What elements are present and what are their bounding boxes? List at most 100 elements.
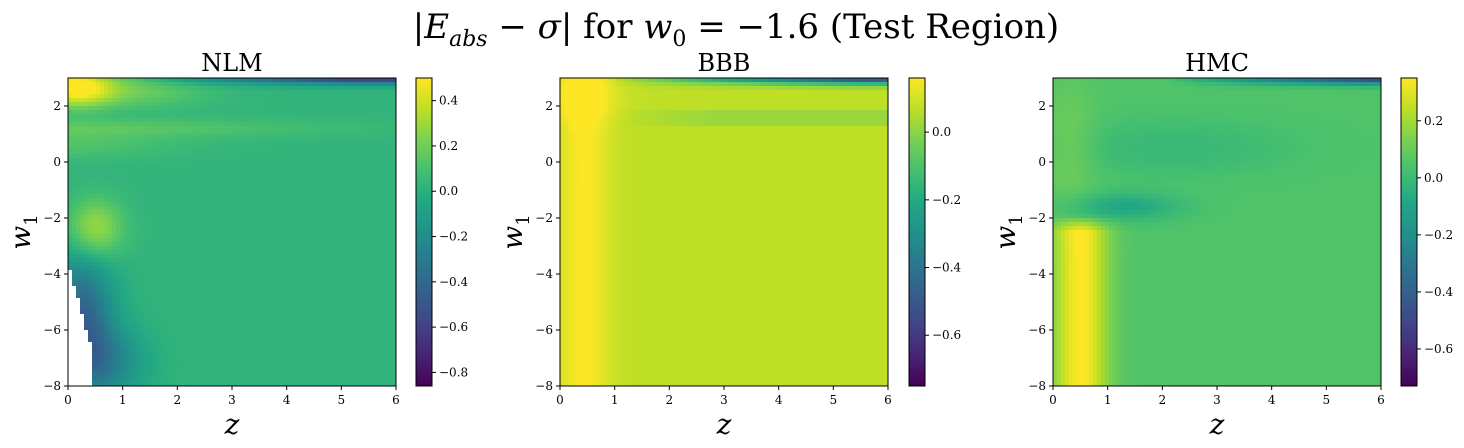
heatmap-cell bbox=[192, 110, 197, 115]
heatmap-cell bbox=[260, 222, 265, 227]
heatmap-cell bbox=[336, 262, 341, 267]
heatmap-cell bbox=[300, 110, 305, 115]
heatmap-cell bbox=[372, 218, 377, 223]
heatmap-cell bbox=[104, 110, 109, 115]
heatmap-cell bbox=[348, 206, 353, 211]
heatmap-cell bbox=[208, 166, 213, 171]
heatmap-cell bbox=[220, 218, 225, 223]
heatmap-cell bbox=[112, 222, 117, 227]
heatmap-cell bbox=[172, 166, 177, 171]
heatmap-cell bbox=[216, 94, 221, 99]
heatmap-cell bbox=[372, 210, 377, 215]
heatmap-cell bbox=[388, 146, 393, 151]
heatmap-cell bbox=[116, 90, 121, 95]
heatmap-cell bbox=[84, 186, 89, 191]
heatmap-cell bbox=[272, 114, 277, 119]
heatmap-cell bbox=[136, 110, 141, 115]
heatmap-cell bbox=[372, 290, 377, 295]
heatmap-cell bbox=[296, 118, 301, 123]
heatmap-cell bbox=[192, 102, 197, 107]
heatmap-cell bbox=[280, 90, 285, 95]
heatmap-cell bbox=[380, 274, 385, 279]
heatmap-cell bbox=[184, 162, 189, 167]
heatmap-cell bbox=[268, 114, 273, 119]
heatmap-cell bbox=[156, 194, 161, 199]
heatmap-cell bbox=[116, 238, 121, 243]
heatmap-cell bbox=[196, 118, 201, 123]
heatmap-cell bbox=[296, 194, 301, 199]
heatmap-cell bbox=[84, 134, 89, 139]
heatmap-cell bbox=[224, 318, 229, 323]
heatmap-cell bbox=[88, 134, 93, 139]
heatmap-cell bbox=[288, 294, 293, 299]
heatmap-cell bbox=[236, 206, 241, 211]
heatmap-cell bbox=[312, 278, 317, 283]
heatmap-cell bbox=[212, 238, 217, 243]
heatmap-cell bbox=[96, 242, 101, 247]
heatmap-cell bbox=[332, 234, 337, 239]
heatmap-cell bbox=[384, 182, 389, 187]
heatmap-cell bbox=[384, 90, 389, 95]
heatmap-cell bbox=[356, 214, 361, 219]
heatmap-cell bbox=[204, 222, 209, 227]
heatmap-cell bbox=[104, 258, 109, 263]
heatmap-cell bbox=[96, 174, 101, 179]
heatmap-cell bbox=[236, 222, 241, 227]
heatmap-cell bbox=[68, 190, 73, 195]
heatmap-cell bbox=[84, 254, 89, 259]
heatmap-cell bbox=[316, 302, 321, 307]
heatmap-cell bbox=[348, 118, 353, 123]
heatmap-cell bbox=[72, 86, 77, 91]
heatmap-cell bbox=[208, 138, 213, 143]
heatmap-cell bbox=[344, 290, 349, 295]
heatmap-cell bbox=[84, 138, 89, 143]
heatmap-cell bbox=[172, 306, 177, 311]
heatmap-cell bbox=[224, 234, 229, 239]
heatmap-cell bbox=[116, 210, 121, 215]
heatmap-cell bbox=[356, 254, 361, 259]
heatmap-cell bbox=[180, 102, 185, 107]
heatmap-cell bbox=[144, 306, 149, 311]
heatmap-cell bbox=[376, 314, 381, 319]
heatmap-cell bbox=[164, 178, 169, 183]
heatmap-cell bbox=[188, 194, 193, 199]
heatmap-cell bbox=[308, 270, 313, 275]
heatmap-cell bbox=[164, 106, 169, 111]
heatmap-cell bbox=[304, 142, 309, 147]
heatmap-cell bbox=[276, 254, 281, 259]
heatmap-cell bbox=[384, 226, 389, 231]
heatmap-cell bbox=[88, 286, 93, 291]
heatmap-cell bbox=[196, 162, 201, 167]
heatmap-cell bbox=[164, 206, 169, 211]
heatmap-cell bbox=[344, 210, 349, 215]
heatmap-cell bbox=[116, 270, 121, 275]
heatmap-cell bbox=[240, 290, 245, 295]
heatmap-cell bbox=[216, 138, 221, 143]
heatmap-cell bbox=[384, 154, 389, 159]
heatmap-cell bbox=[388, 202, 393, 207]
heatmap-cell bbox=[376, 82, 381, 87]
heatmap-cell bbox=[176, 154, 181, 159]
heatmap-cell bbox=[248, 134, 253, 139]
heatmap-cell bbox=[88, 218, 93, 223]
heatmap-cell bbox=[376, 170, 381, 175]
heatmap-cell bbox=[380, 114, 385, 119]
heatmap-cell bbox=[280, 134, 285, 139]
heatmap-cell bbox=[312, 198, 317, 203]
heatmap-cell bbox=[380, 170, 385, 175]
heatmap-cell bbox=[280, 266, 285, 271]
heatmap-cell bbox=[236, 234, 241, 239]
heatmap-cell bbox=[272, 158, 277, 163]
heatmap-cell bbox=[212, 182, 217, 187]
heatmap-cell bbox=[384, 158, 389, 163]
heatmap-cell bbox=[360, 102, 365, 107]
heatmap-cell bbox=[136, 134, 141, 139]
heatmap-cell bbox=[284, 166, 289, 171]
heatmap-cell bbox=[88, 90, 93, 95]
heatmap-cell bbox=[136, 298, 141, 303]
heatmap-cell bbox=[300, 178, 305, 183]
heatmap-cell bbox=[96, 182, 101, 187]
heatmap-cell bbox=[380, 154, 385, 159]
heatmap-cell bbox=[148, 98, 153, 103]
heatmap-cell bbox=[172, 118, 177, 123]
